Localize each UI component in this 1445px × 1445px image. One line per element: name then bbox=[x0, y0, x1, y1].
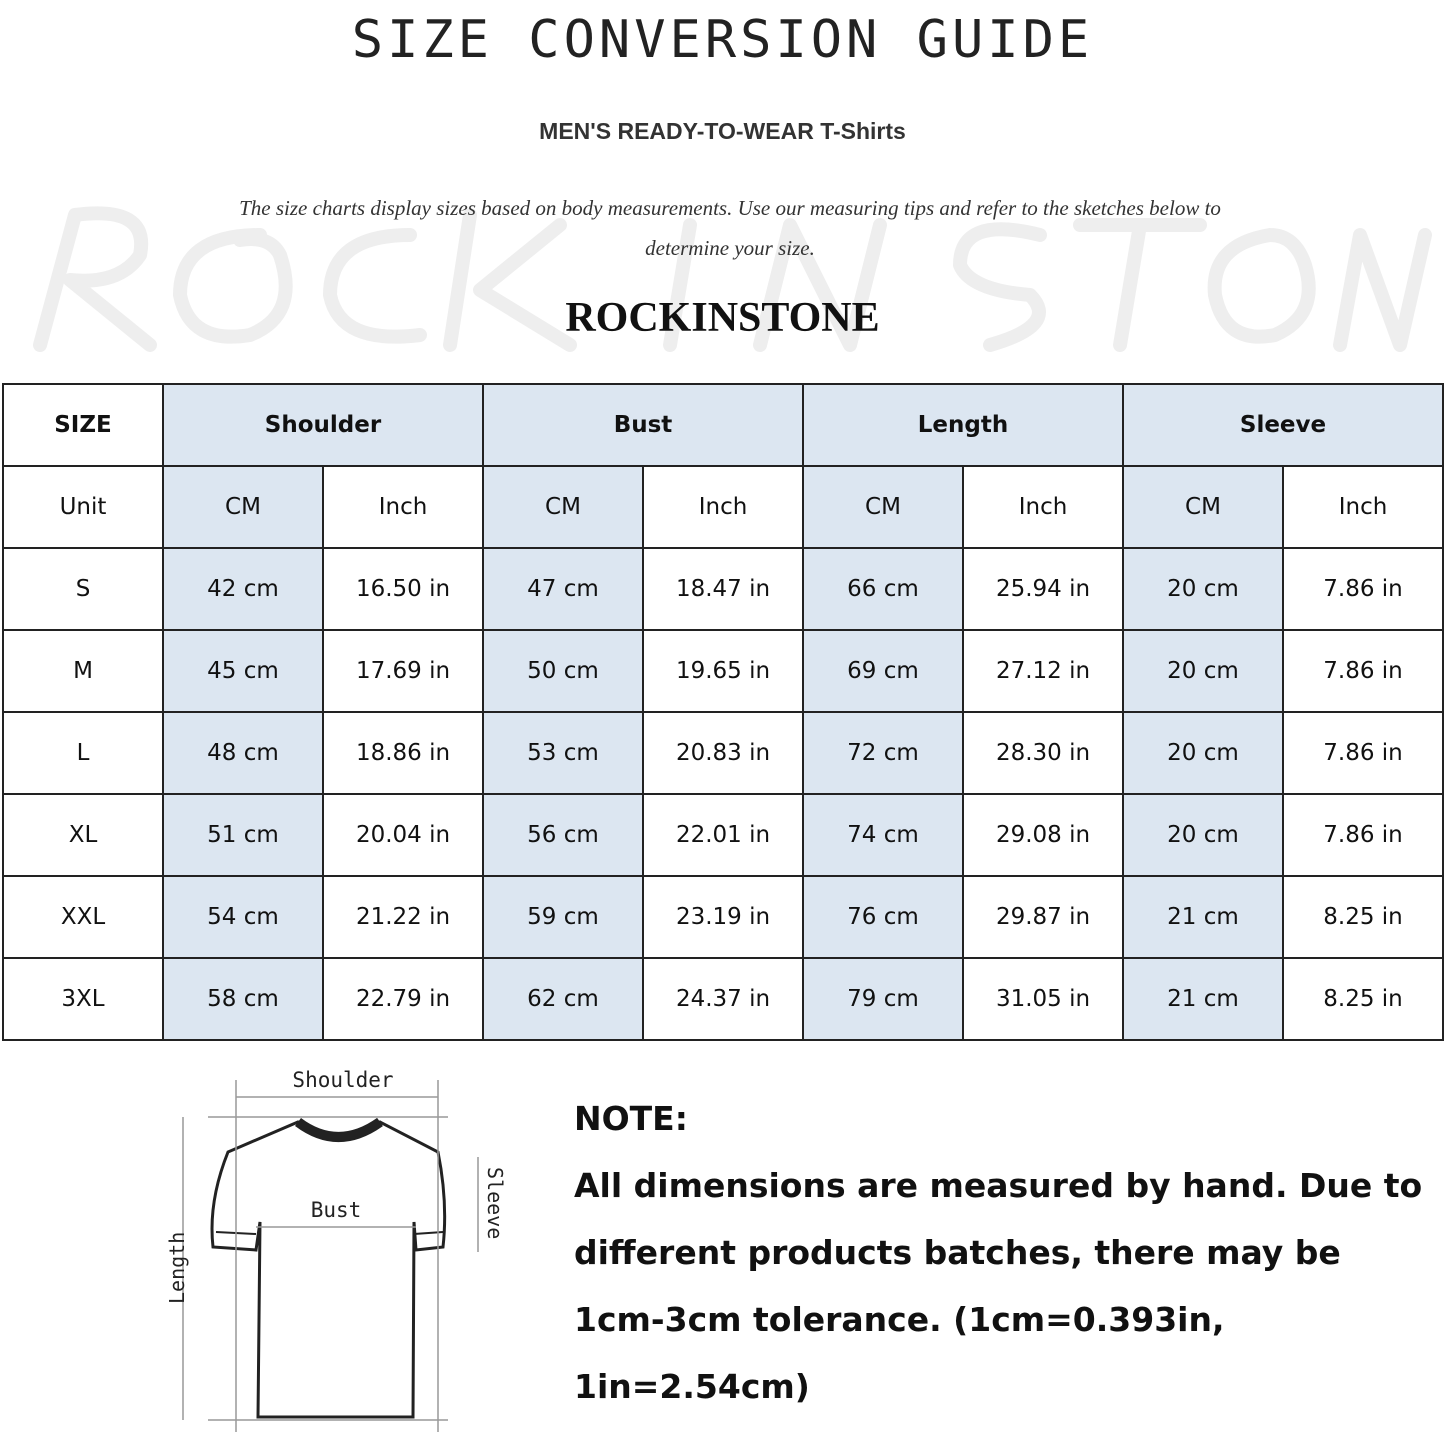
value-cell: 7.86 in bbox=[1282, 629, 1444, 713]
value-cell: 20 cm bbox=[1122, 711, 1284, 795]
value-cell: 69 cm bbox=[802, 629, 964, 713]
value-cell: 7.86 in bbox=[1282, 793, 1444, 877]
value-cell: 25.94 in bbox=[962, 547, 1124, 631]
note-body: All dimensions are measured by hand. Due… bbox=[574, 1166, 1423, 1406]
value-cell: 53 cm bbox=[482, 711, 644, 795]
value-cell: 8.25 in bbox=[1282, 957, 1444, 1041]
value-cell: 79 cm bbox=[802, 957, 964, 1041]
sleeve-label: Sleeve bbox=[483, 1167, 507, 1239]
value-cell: 27.12 in bbox=[962, 629, 1124, 713]
length-label: Length bbox=[165, 1232, 189, 1304]
header-cell: Bust bbox=[482, 383, 804, 467]
page-title: SIZE CONVERSION GUIDE bbox=[351, 10, 1094, 70]
value-cell: CM bbox=[802, 465, 964, 549]
table-row: 3XL 58 cm 22.79 in 62 cm 24.37 in 79 cm 31.05 … bbox=[2, 957, 1444, 1041]
value-cell: 20 cm bbox=[1122, 793, 1284, 877]
value-cell: Inch bbox=[962, 465, 1124, 549]
value-cell: 20 cm bbox=[1122, 629, 1284, 713]
value-cell: 54 cm bbox=[162, 875, 324, 959]
value-cell: 20.83 in bbox=[642, 711, 804, 795]
value-cell: 19.65 in bbox=[642, 629, 804, 713]
value-cell: 28.30 in bbox=[962, 711, 1124, 795]
value-cell: 76 cm bbox=[802, 875, 964, 959]
size-cell: XXL bbox=[2, 875, 164, 959]
table-row: XL 51 cm 20.04 in 56 cm 22.01 in 74 cm 29.08 i… bbox=[2, 793, 1444, 877]
value-cell: 18.86 in bbox=[322, 711, 484, 795]
header-cell: SIZE bbox=[2, 383, 164, 467]
subtitle: MEN'S READY-TO-WEAR T-Shirts bbox=[539, 118, 906, 144]
table-row: M 45 cm 17.69 in 50 cm 19.65 in 69 cm 27.12 in… bbox=[2, 629, 1444, 713]
value-cell: 23.19 in bbox=[642, 875, 804, 959]
size-cell: 3XL bbox=[2, 957, 164, 1041]
header-cell: Length bbox=[802, 383, 1124, 467]
value-cell: 7.86 in bbox=[1282, 711, 1444, 795]
value-cell: 21.22 in bbox=[322, 875, 484, 959]
note-heading: NOTE: bbox=[574, 1099, 688, 1138]
value-cell: 17.69 in bbox=[322, 629, 484, 713]
header-cell: Shoulder bbox=[162, 383, 484, 467]
value-cell: 31.05 in bbox=[962, 957, 1124, 1041]
size-cell: L bbox=[2, 711, 164, 795]
value-cell: 20 cm bbox=[1122, 547, 1284, 631]
value-cell: 22.79 in bbox=[322, 957, 484, 1041]
value-cell: 24.37 in bbox=[642, 957, 804, 1041]
note: NOTE: All dimensions are measured by han… bbox=[574, 1085, 1434, 1420]
watermark-logo bbox=[33, 206, 1432, 352]
value-cell: 29.87 in bbox=[962, 875, 1124, 959]
value-cell: 18.47 in bbox=[642, 547, 804, 631]
value-cell: 21 cm bbox=[1122, 957, 1284, 1041]
value-cell: 48 cm bbox=[162, 711, 324, 795]
value-cell: 22.01 in bbox=[642, 793, 804, 877]
value-cell: 66 cm bbox=[802, 547, 964, 631]
value-cell: 8.25 in bbox=[1282, 875, 1444, 959]
value-cell: 58 cm bbox=[162, 957, 324, 1041]
value-cell: 62 cm bbox=[482, 957, 644, 1041]
value-cell: 29.08 in bbox=[962, 793, 1124, 877]
tshirt-sketch: Shoulder Bust Sleeve Length bbox=[165, 1068, 507, 1432]
table-row: XXL 54 cm 21.22 in 59 cm 23.19 in 76 cm 29.87 … bbox=[2, 875, 1444, 959]
size-cell: XL bbox=[2, 793, 164, 877]
value-cell: CM bbox=[162, 465, 324, 549]
shoulder-label: Shoulder bbox=[292, 1068, 393, 1092]
table-row: L 48 cm 18.86 in 53 cm 20.83 in 72 cm 28.30 in… bbox=[2, 711, 1444, 795]
value-cell: 45 cm bbox=[162, 629, 324, 713]
value-cell: Inch bbox=[322, 465, 484, 549]
value-cell: CM bbox=[482, 465, 644, 549]
value-cell: 21 cm bbox=[1122, 875, 1284, 959]
size-table: SIZE Shoulder Bust Length Sleeve Unit CM I… bbox=[2, 383, 1444, 1041]
size-cell: Unit bbox=[2, 465, 164, 549]
value-cell: 42 cm bbox=[162, 547, 324, 631]
value-cell: 51 cm bbox=[162, 793, 324, 877]
value-cell: CM bbox=[1122, 465, 1284, 549]
value-cell: 72 cm bbox=[802, 711, 964, 795]
header-cell: Sleeve bbox=[1122, 383, 1444, 467]
size-cell: M bbox=[2, 629, 164, 713]
value-cell: 59 cm bbox=[482, 875, 644, 959]
table-row: S 42 cm 16.50 in 47 cm 18.47 in 66 cm 25.94 in… bbox=[2, 547, 1444, 631]
unit-row: Unit CM Inch CM Inch CM Inch CM Inch bbox=[2, 465, 1444, 549]
value-cell: 7.86 in bbox=[1282, 547, 1444, 631]
value-cell: 50 cm bbox=[482, 629, 644, 713]
brand-name: ROCKINSTONE bbox=[565, 295, 880, 341]
value-cell: 16.50 in bbox=[322, 547, 484, 631]
value-cell: 56 cm bbox=[482, 793, 644, 877]
value-cell: Inch bbox=[1282, 465, 1444, 549]
bust-label: Bust bbox=[311, 1198, 362, 1222]
value-cell: Inch bbox=[642, 465, 804, 549]
value-cell: 20.04 in bbox=[322, 793, 484, 877]
table-header-row: SIZE Shoulder Bust Length Sleeve bbox=[2, 383, 1444, 467]
size-cell: S bbox=[2, 547, 164, 631]
value-cell: 47 cm bbox=[482, 547, 644, 631]
description: The size charts display sizes based on b… bbox=[239, 196, 1221, 260]
value-cell: 74 cm bbox=[802, 793, 964, 877]
